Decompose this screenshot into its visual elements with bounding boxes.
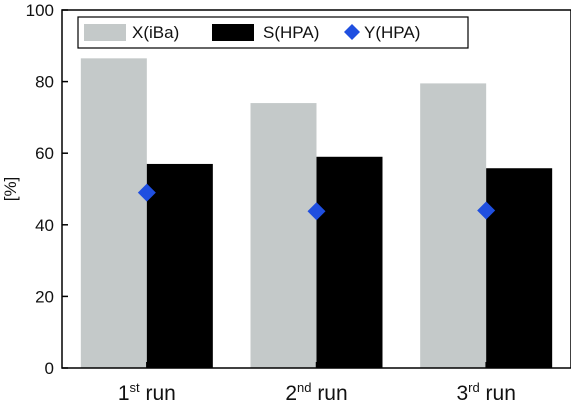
y-axis-label: [%] — [1, 177, 20, 202]
bar-x-iba-3 — [420, 83, 487, 368]
x-category-label: 3rd run — [456, 380, 515, 405]
y-tick-label: 60 — [35, 144, 54, 163]
bar-s-hpa-1 — [146, 163, 213, 368]
x-category-label: 2nd run — [285, 380, 347, 405]
y-tick-label: 20 — [35, 287, 54, 306]
bar-x-iba-2 — [250, 103, 317, 368]
bars-layer — [80, 58, 553, 369]
y-tick-label: 0 — [45, 359, 54, 378]
marker-y-hpa-2 — [307, 202, 326, 221]
bar-s-hpa-2 — [316, 156, 383, 368]
legend-label: S(HPA) — [263, 23, 319, 42]
legend-swatch-x-iba — [84, 24, 126, 41]
legend-swatch-y-hpa — [344, 24, 360, 40]
legend-swatch-s-hpa — [212, 24, 254, 41]
x-category-label: 1st run — [118, 380, 176, 405]
legend: X(iBa) S(HPA) Y(HPA) — [77, 16, 469, 49]
markers-layer — [137, 183, 496, 221]
marker-y-hpa-3 — [477, 201, 496, 220]
y-axis: 0 20 40 60 80 100 — [26, 1, 68, 378]
x-axis: 1st run 2nd run 3rd run — [118, 362, 516, 405]
bar-s-hpa-3 — [486, 168, 553, 368]
y-tick-label: 80 — [35, 73, 54, 92]
y-tick-label: 100 — [26, 1, 54, 20]
y-tick-label: 40 — [35, 216, 54, 235]
legend-box — [77, 16, 469, 49]
bar-x-iba-1 — [80, 58, 147, 369]
legend-label: X(iBa) — [132, 23, 179, 42]
legend-label: Y(HPA) — [364, 23, 420, 42]
marker-y-hpa-1 — [137, 183, 156, 202]
